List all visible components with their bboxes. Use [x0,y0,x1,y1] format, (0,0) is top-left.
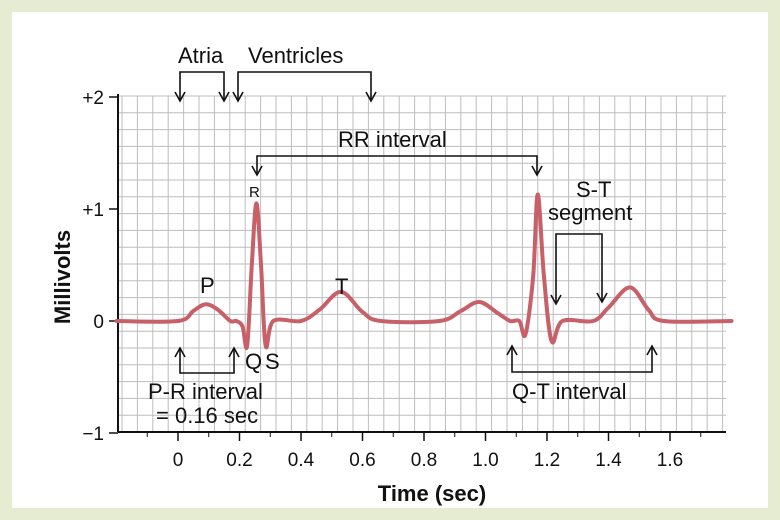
arrowhead [232,91,244,103]
st-segment-bracket [555,233,603,302]
ecg-trace [114,192,734,350]
y-tick-label: +1 [82,200,104,221]
x-tick-label: 1.0 [472,450,498,471]
arrowhead [506,344,518,356]
x-tick-label: 0.6 [349,450,375,471]
pr-interval-label-line1: P-R interval [148,379,263,404]
y-tick-label: −1 [82,424,104,445]
x-tick-label: 1.4 [595,450,622,471]
x-axis-label: Time (sec) [378,481,486,506]
p-wave-label: P [200,273,215,298]
arrowhead [596,292,608,304]
arrowhead [531,165,543,177]
atria-bracket [179,71,225,100]
x-tick-label: 0 [173,450,184,471]
qt-interval-label: Q-T interval [512,379,627,404]
arrowhead [218,91,230,103]
arrowhead [174,346,186,358]
q-wave-label: Q [245,349,262,374]
arrowhead [550,294,562,306]
r-wave-label: R [249,184,260,201]
y-axis-label: Millivolts [50,230,75,324]
st-segment-label-line1: S-T [576,177,611,202]
t-wave-label: T [335,274,348,299]
ecg-diagram: 0 0.2 0.4 0.6 0.8 1.0 1.2 1.4 1.6 +2 +1 0 −1 Atria V… [50,43,734,506]
s-wave-label: S [265,349,280,374]
ticks: 0 0.2 0.4 0.6 0.8 1.0 1.2 1.4 1.6 +2 +1 0 −1 [82,88,702,471]
arrowhead [174,91,186,103]
arrowhead [251,165,263,177]
st-segment-label-line2: segment [548,200,632,225]
ventricles-bracket [237,71,372,100]
rr-interval-label: RR interval [338,127,447,152]
qt-interval-bracket [511,347,653,373]
atria-label: Atria [178,43,224,68]
ventricles-label: Ventricles [248,43,343,68]
x-tick-label: 0.4 [288,450,315,471]
arrowhead [365,91,377,103]
y-tick-label: 0 [93,312,104,333]
x-tick-label: 1.2 [534,450,560,471]
pr-interval-label-line2: = 0.16 sec [156,403,258,428]
rr-interval-bracket [256,155,538,174]
axes [117,94,726,433]
pr-interval-bracket [179,349,235,374]
arrowhead [646,344,658,356]
x-tick-label: 0.2 [226,450,252,471]
x-tick-label: 1.6 [657,450,683,471]
x-tick-label: 0.8 [411,450,437,471]
annotation-arrows [174,71,658,374]
arrowhead [228,346,240,358]
y-tick-label: +2 [82,88,104,109]
